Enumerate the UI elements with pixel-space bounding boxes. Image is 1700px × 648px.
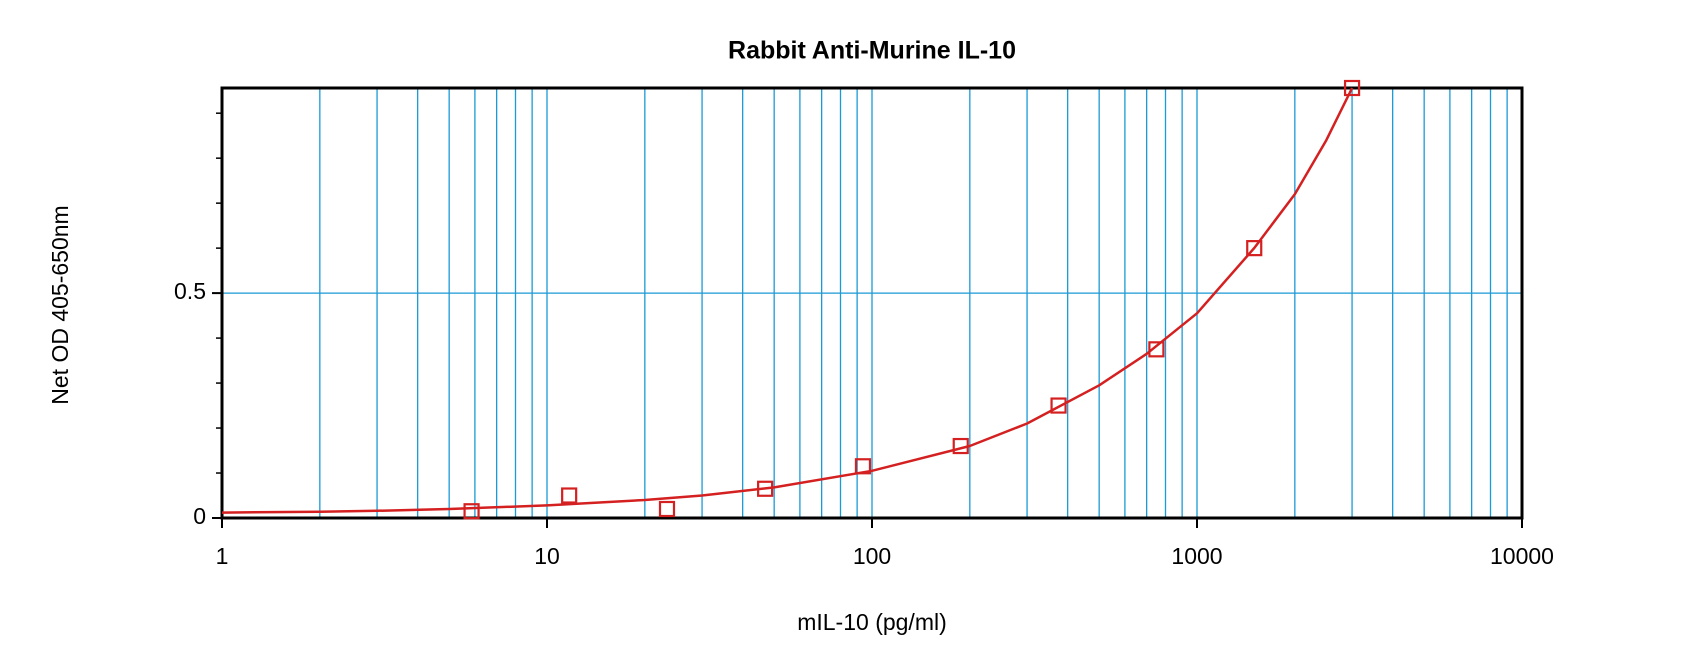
plot-frame [220, 86, 1524, 520]
y-tick-label: 0 [193, 503, 206, 529]
data-point [463, 503, 480, 520]
data-point [561, 487, 578, 504]
x-tick-label: 10000 [1490, 543, 1554, 569]
x-tick-label: 100 [853, 543, 891, 569]
x-tick-label: 1 [216, 543, 229, 569]
fit-curve [221, 87, 1354, 514]
x-tick-label: 10 [534, 543, 560, 569]
x-axis-label: mIL-10 (pg/ml) [797, 609, 947, 635]
y-axis-label: Net OD 405-650nm [47, 205, 73, 404]
data-point [1050, 397, 1067, 414]
x-tick-label: 1000 [1171, 543, 1222, 569]
y-tick-label: 0.5 [174, 278, 206, 304]
data-point [1148, 341, 1165, 358]
chart-title: Rabbit Anti-Murine IL-10 [728, 37, 1016, 65]
data-point [658, 500, 676, 518]
data-point [1246, 240, 1263, 257]
data-point [1343, 79, 1361, 97]
